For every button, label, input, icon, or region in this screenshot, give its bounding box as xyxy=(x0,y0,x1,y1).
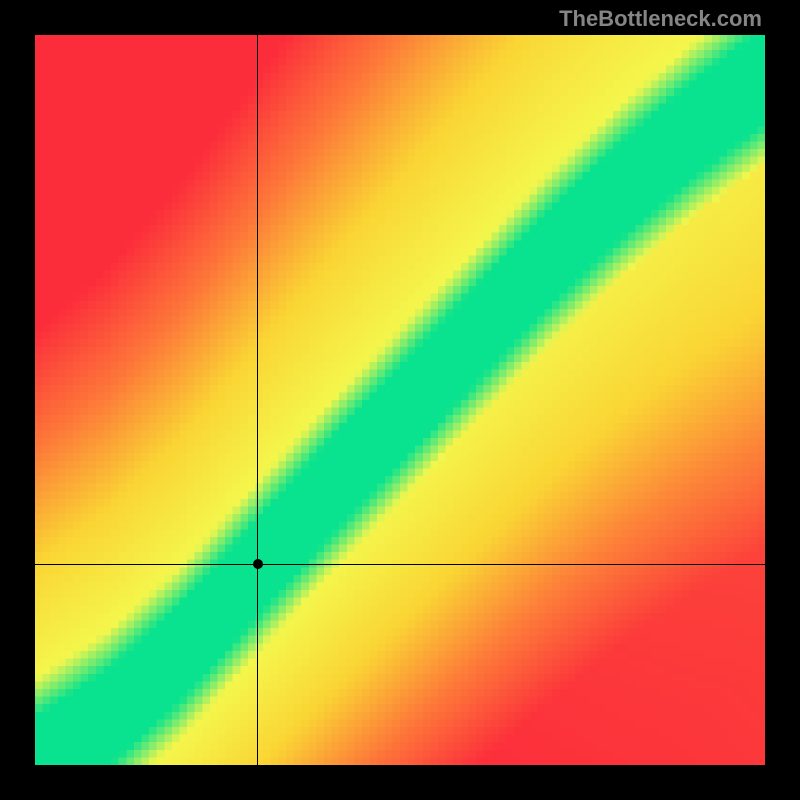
crosshair-marker[interactable] xyxy=(253,559,263,569)
bottleneck-heatmap xyxy=(35,35,765,765)
plot-area xyxy=(35,35,765,765)
watermark-text: TheBottleneck.com xyxy=(559,6,762,32)
crosshair-horizontal xyxy=(35,564,765,565)
crosshair-vertical xyxy=(257,35,258,765)
